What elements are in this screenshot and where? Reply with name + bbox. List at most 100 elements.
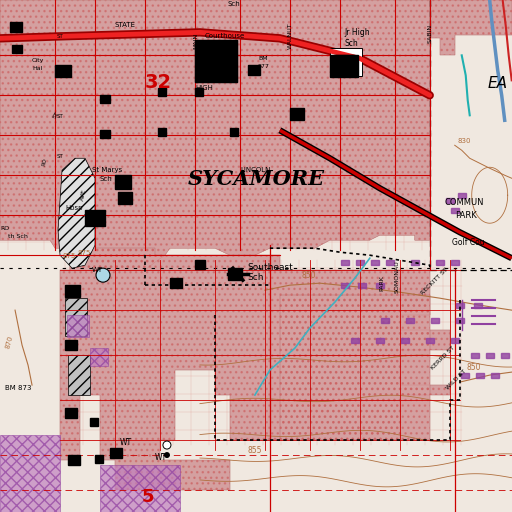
Text: PO: PO <box>248 67 258 73</box>
Bar <box>208 52 222 67</box>
Text: SOMONAU: SOMONAU <box>395 261 400 293</box>
Text: BM: BM <box>258 56 267 61</box>
Bar <box>456 303 464 308</box>
Text: Hosp: Hosp <box>65 205 82 211</box>
Bar <box>225 72 233 80</box>
Bar <box>65 408 77 418</box>
Text: Jr High: Jr High <box>345 28 371 37</box>
Text: ST: ST <box>57 154 64 159</box>
Bar <box>341 260 349 265</box>
Bar <box>401 337 409 343</box>
Bar <box>65 340 77 350</box>
Bar <box>95 455 103 463</box>
Bar <box>486 353 494 357</box>
Text: Golf Cou: Golf Cou <box>452 238 484 247</box>
Text: RO: RO <box>0 226 9 231</box>
Text: SYCAMORE: SYCAMORE <box>188 169 325 189</box>
Text: AVE: AVE <box>80 188 87 201</box>
Bar <box>195 88 203 96</box>
Text: WILD ST: WILD ST <box>445 369 467 391</box>
Text: 875: 875 <box>77 250 91 256</box>
Bar <box>351 337 359 343</box>
Text: WALNUT: WALNUT <box>288 23 293 49</box>
Bar <box>490 373 499 377</box>
Bar <box>10 23 22 32</box>
Text: ST: ST <box>57 74 64 79</box>
Bar <box>68 455 80 465</box>
Bar <box>381 317 389 323</box>
Bar <box>85 210 105 226</box>
Text: 875: 875 <box>62 253 75 259</box>
Text: City: City <box>32 58 45 63</box>
Bar <box>431 317 439 323</box>
Text: 855: 855 <box>248 446 262 455</box>
Bar <box>386 260 394 265</box>
Text: HIGH: HIGH <box>195 86 213 91</box>
Bar <box>118 192 132 204</box>
Text: SABIN: SABIN <box>428 24 433 44</box>
Bar <box>158 88 166 96</box>
Bar <box>0 435 60 512</box>
Text: 830: 830 <box>458 138 471 144</box>
Bar <box>195 260 205 269</box>
Bar <box>476 373 484 377</box>
Text: RECKITT ST: RECKITT ST <box>420 267 449 296</box>
Text: STATE: STATE <box>115 23 136 28</box>
Bar <box>110 448 122 458</box>
Text: 32: 32 <box>145 73 172 92</box>
Bar <box>290 109 304 120</box>
Text: ST: ST <box>57 34 64 39</box>
Text: BM 873: BM 873 <box>5 385 32 391</box>
Bar <box>195 40 237 82</box>
Text: COMMUN: COMMUN <box>445 198 484 207</box>
Bar <box>248 66 260 75</box>
Bar <box>67 315 89 337</box>
Text: Sch: Sch <box>100 176 113 182</box>
Text: MAIN: MAIN <box>193 33 198 49</box>
Polygon shape <box>60 248 450 490</box>
Text: 5: 5 <box>142 488 155 506</box>
Bar <box>341 283 349 288</box>
Bar <box>68 355 90 395</box>
Bar <box>330 55 358 77</box>
Text: WT: WT <box>92 267 103 273</box>
Bar <box>195 40 237 82</box>
Polygon shape <box>430 1 511 55</box>
Bar <box>65 298 87 336</box>
Bar <box>376 283 384 288</box>
Bar <box>446 198 454 203</box>
Bar <box>100 130 110 138</box>
Text: Sch: Sch <box>228 2 241 7</box>
Bar <box>376 337 384 343</box>
Text: ST: ST <box>52 110 60 119</box>
Text: WT: WT <box>155 453 167 462</box>
Bar <box>451 260 459 265</box>
Polygon shape <box>0 1 430 270</box>
Text: PARK: PARK <box>380 275 385 291</box>
Bar <box>90 348 108 366</box>
Text: WT: WT <box>120 438 132 447</box>
Bar <box>358 283 366 288</box>
Text: 850: 850 <box>302 271 316 280</box>
Polygon shape <box>280 295 430 440</box>
Bar <box>411 260 419 265</box>
Bar <box>100 465 180 512</box>
Circle shape <box>163 441 171 449</box>
Bar <box>458 193 466 198</box>
Bar <box>55 66 71 77</box>
Text: Courthouse: Courthouse <box>205 33 245 39</box>
Bar <box>471 353 479 357</box>
Bar <box>65 285 80 297</box>
Bar <box>474 303 482 308</box>
Polygon shape <box>58 158 95 268</box>
Text: 870: 870 <box>5 334 14 349</box>
Text: Southeast: Southeast <box>247 263 293 272</box>
Bar <box>406 317 414 323</box>
Bar <box>170 278 182 288</box>
Bar <box>451 337 459 343</box>
Text: St Marys: St Marys <box>92 167 122 173</box>
Bar <box>12 46 22 53</box>
Bar <box>90 418 98 426</box>
Bar <box>330 48 362 76</box>
Text: EA: EA <box>488 76 508 91</box>
